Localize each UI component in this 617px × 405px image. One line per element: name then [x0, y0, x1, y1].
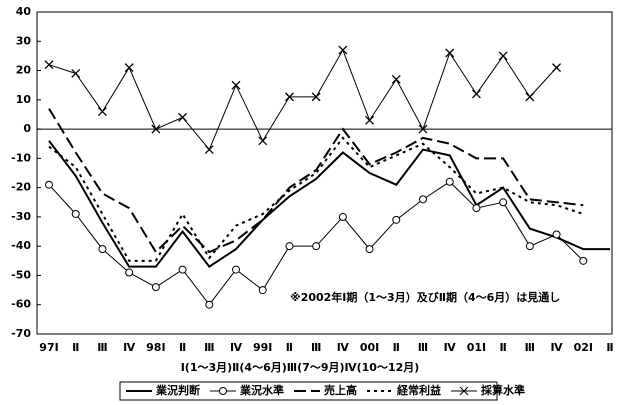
- marker: [204, 145, 214, 155]
- marker: [552, 63, 562, 73]
- x-tick-label: Ⅱ: [606, 341, 613, 354]
- x-tick-label: Ⅱ: [179, 341, 186, 354]
- marker: [98, 245, 107, 254]
- x-tick-label: Ⅲ: [97, 341, 107, 354]
- annotation: ※2002年Ⅰ期（1～3月）及びⅡ期（4～6月）は見通し: [290, 290, 560, 304]
- y-tick-label: -40: [11, 239, 31, 252]
- marker: [525, 242, 534, 251]
- y-tick-label: -50: [11, 268, 31, 281]
- x-tick-label: Ⅳ: [230, 341, 243, 354]
- x-tick-label: 99Ⅰ: [253, 341, 272, 354]
- x-tick-label: Ⅱ: [500, 341, 507, 354]
- marker: [419, 195, 427, 204]
- marker: [284, 92, 294, 102]
- x-tick-label: Ⅲ: [418, 341, 428, 354]
- x-tick-label: 97Ⅰ: [39, 341, 58, 354]
- marker: [552, 230, 561, 239]
- marker: [71, 69, 81, 78]
- legend-box: [119, 381, 498, 401]
- marker: [391, 74, 401, 84]
- marker: [311, 92, 321, 102]
- series-line: [48, 140, 610, 269]
- marker: [45, 180, 53, 189]
- marker: [338, 212, 347, 221]
- marker: [418, 124, 428, 134]
- marker: [499, 198, 508, 207]
- marker: [365, 115, 375, 125]
- marker: [151, 124, 161, 134]
- y-tick-label: -60: [11, 298, 31, 311]
- x-tick-label: Ⅳ: [337, 341, 350, 354]
- marker: [472, 204, 481, 213]
- marker: [445, 177, 454, 186]
- legend-marker: [219, 387, 227, 395]
- marker: [44, 60, 54, 70]
- marker: [498, 51, 508, 61]
- y-tick-label: 40: [16, 5, 32, 18]
- legend-label: 経常利益: [397, 383, 441, 397]
- marker: [97, 107, 107, 116]
- marker: [365, 245, 374, 254]
- marker: [285, 242, 294, 251]
- marker: [445, 48, 455, 58]
- marker: [125, 268, 134, 277]
- y-tick-label: -70: [11, 327, 31, 340]
- y-tick-label: 30: [16, 34, 32, 47]
- marker: [471, 89, 481, 99]
- legend-label: 業況判断: [155, 383, 200, 397]
- x-tick-label: Ⅳ: [123, 341, 136, 354]
- marker: [525, 92, 535, 102]
- x-tick-label: 02Ⅰ: [574, 341, 593, 354]
- y-tick-label: -30: [11, 210, 31, 223]
- legend-label: 売上高: [324, 383, 357, 397]
- x-tick-label: Ⅲ: [204, 341, 214, 354]
- series-line: [48, 48, 557, 151]
- x-note: Ⅰ(1～3月)Ⅱ(4～6月)Ⅲ(7～9月)Ⅳ(10～12月): [181, 361, 420, 374]
- marker: [312, 242, 321, 251]
- legend-label: 業況水準: [239, 383, 284, 397]
- x-tick-label: Ⅳ: [551, 341, 564, 354]
- series-line: [48, 136, 584, 262]
- marker: [205, 300, 214, 309]
- x-tick-label: Ⅲ: [525, 341, 535, 354]
- y-tick-label: 0: [23, 122, 31, 135]
- y-tick-label: -20: [11, 181, 31, 194]
- marker: [579, 256, 588, 265]
- plot-frame: [36, 11, 613, 335]
- y-tick-label: 20: [16, 64, 32, 77]
- marker: [258, 286, 267, 295]
- y-tick-label: -10: [11, 151, 31, 164]
- marker: [392, 215, 401, 224]
- legend-marker: [459, 386, 469, 396]
- legend-label: 採算水準: [481, 383, 525, 397]
- series-line: [48, 108, 584, 254]
- marker: [151, 283, 160, 292]
- marker: [231, 80, 241, 90]
- marker: [124, 63, 134, 73]
- marker: [71, 209, 80, 218]
- x-tick-label: 01Ⅰ: [467, 341, 486, 354]
- y-tick-label: 10: [16, 93, 32, 106]
- marker: [258, 136, 268, 146]
- x-tick-label: Ⅲ: [311, 341, 321, 354]
- x-tick-label: Ⅱ: [393, 341, 400, 354]
- marker: [178, 112, 188, 122]
- x-tick-label: 98Ⅰ: [146, 341, 165, 354]
- x-tick-label: Ⅱ: [72, 341, 79, 354]
- marker: [338, 45, 348, 55]
- x-tick-label: Ⅱ: [286, 341, 293, 354]
- x-tick-label: 00Ⅰ: [360, 341, 379, 354]
- marker: [178, 265, 187, 274]
- marker: [232, 265, 240, 274]
- x-tick-label: Ⅳ: [444, 341, 457, 354]
